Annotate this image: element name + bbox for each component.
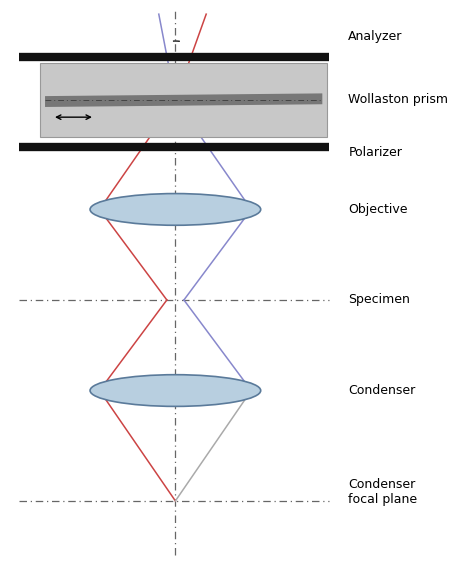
- Text: Analyzer: Analyzer: [348, 31, 403, 43]
- Text: Specimen: Specimen: [348, 294, 410, 306]
- Text: Condenser: Condenser: [348, 384, 416, 397]
- Text: Wollaston prism: Wollaston prism: [348, 93, 448, 105]
- Bar: [40, 63, 327, 137]
- Polygon shape: [45, 93, 322, 107]
- Ellipse shape: [90, 375, 261, 406]
- Text: Objective: Objective: [348, 203, 408, 216]
- Ellipse shape: [90, 194, 261, 225]
- Text: Condenser
focal plane: Condenser focal plane: [348, 478, 418, 507]
- Text: Polarizer: Polarizer: [348, 147, 402, 159]
